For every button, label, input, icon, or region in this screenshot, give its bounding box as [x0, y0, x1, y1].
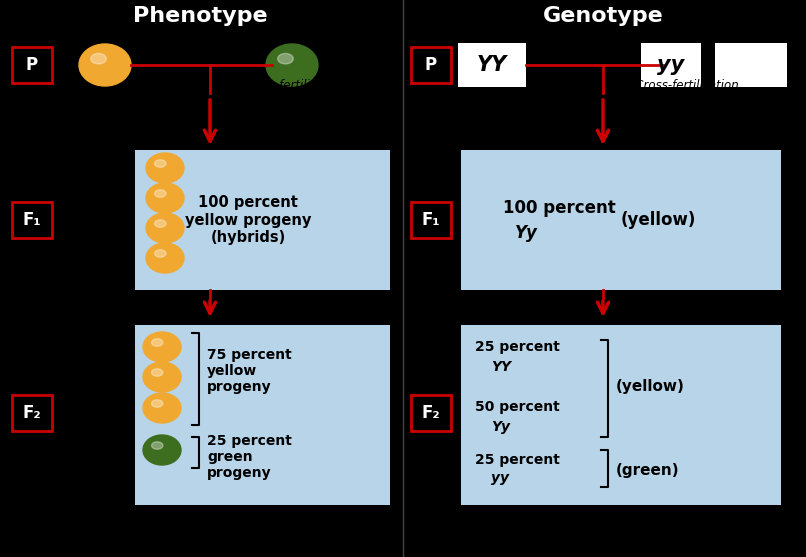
- Bar: [12, 47, 52, 83]
- Bar: [411, 47, 451, 83]
- Bar: [458, 43, 526, 87]
- Text: (b) Self-fertilization: (b) Self-fertilization: [615, 304, 729, 316]
- Ellipse shape: [155, 190, 166, 197]
- Text: Genotype: Genotype: [542, 6, 663, 26]
- Bar: [461, 150, 781, 290]
- Ellipse shape: [152, 339, 163, 346]
- Bar: [461, 325, 781, 505]
- Text: F₂: F₂: [422, 404, 440, 422]
- Ellipse shape: [155, 220, 166, 227]
- Text: F₂: F₂: [23, 404, 41, 422]
- Ellipse shape: [155, 160, 166, 167]
- Ellipse shape: [146, 183, 184, 213]
- Bar: [715, 43, 787, 87]
- Bar: [641, 43, 701, 87]
- Bar: [411, 395, 451, 431]
- Text: (b) Self-fertilization: (b) Self-fertilization: [222, 304, 335, 316]
- Text: P: P: [26, 56, 38, 74]
- Bar: [411, 202, 451, 238]
- Ellipse shape: [155, 250, 166, 257]
- Text: F₁: F₁: [23, 211, 41, 229]
- Text: P: P: [425, 56, 437, 74]
- Text: (yellow): (yellow): [621, 211, 696, 229]
- Bar: [135, 325, 390, 505]
- Text: 100 percent
yellow progeny
(hybrids): 100 percent yellow progeny (hybrids): [185, 195, 311, 245]
- Text: 25 percent: 25 percent: [475, 453, 560, 467]
- Text: (yellow): (yellow): [616, 379, 685, 394]
- Ellipse shape: [143, 393, 181, 423]
- Text: 100 percent: 100 percent: [503, 199, 616, 217]
- Ellipse shape: [266, 44, 318, 86]
- Ellipse shape: [91, 53, 106, 64]
- Text: F₁: F₁: [422, 211, 440, 229]
- Text: yy: yy: [491, 471, 509, 485]
- Text: Yy: Yy: [515, 224, 538, 242]
- Ellipse shape: [143, 332, 181, 362]
- Ellipse shape: [278, 53, 293, 64]
- Text: Yy: Yy: [491, 420, 510, 434]
- Ellipse shape: [143, 362, 181, 392]
- Text: 75 percent
yellow
progeny: 75 percent yellow progeny: [207, 348, 292, 394]
- Text: 25 percent: 25 percent: [475, 340, 560, 354]
- Ellipse shape: [143, 435, 181, 465]
- Bar: [12, 395, 52, 431]
- Text: 50 percent: 50 percent: [475, 400, 559, 414]
- Ellipse shape: [152, 369, 163, 376]
- Text: yy: yy: [658, 55, 684, 75]
- Ellipse shape: [146, 213, 184, 243]
- Text: (a) Cross-fertilization: (a) Cross-fertilization: [222, 79, 346, 91]
- Text: (a) Cross-fertilization: (a) Cross-fertilization: [615, 79, 739, 91]
- Text: Phenotype: Phenotype: [133, 6, 268, 26]
- Ellipse shape: [79, 44, 131, 86]
- Text: 25 percent
green
progeny: 25 percent green progeny: [207, 434, 292, 480]
- Text: YY: YY: [491, 360, 511, 374]
- Ellipse shape: [152, 400, 163, 407]
- Ellipse shape: [152, 442, 163, 449]
- Text: YY: YY: [477, 55, 507, 75]
- Bar: [12, 202, 52, 238]
- Text: (green): (green): [616, 462, 679, 477]
- Ellipse shape: [146, 153, 184, 183]
- Bar: [135, 150, 390, 290]
- Ellipse shape: [146, 243, 184, 273]
